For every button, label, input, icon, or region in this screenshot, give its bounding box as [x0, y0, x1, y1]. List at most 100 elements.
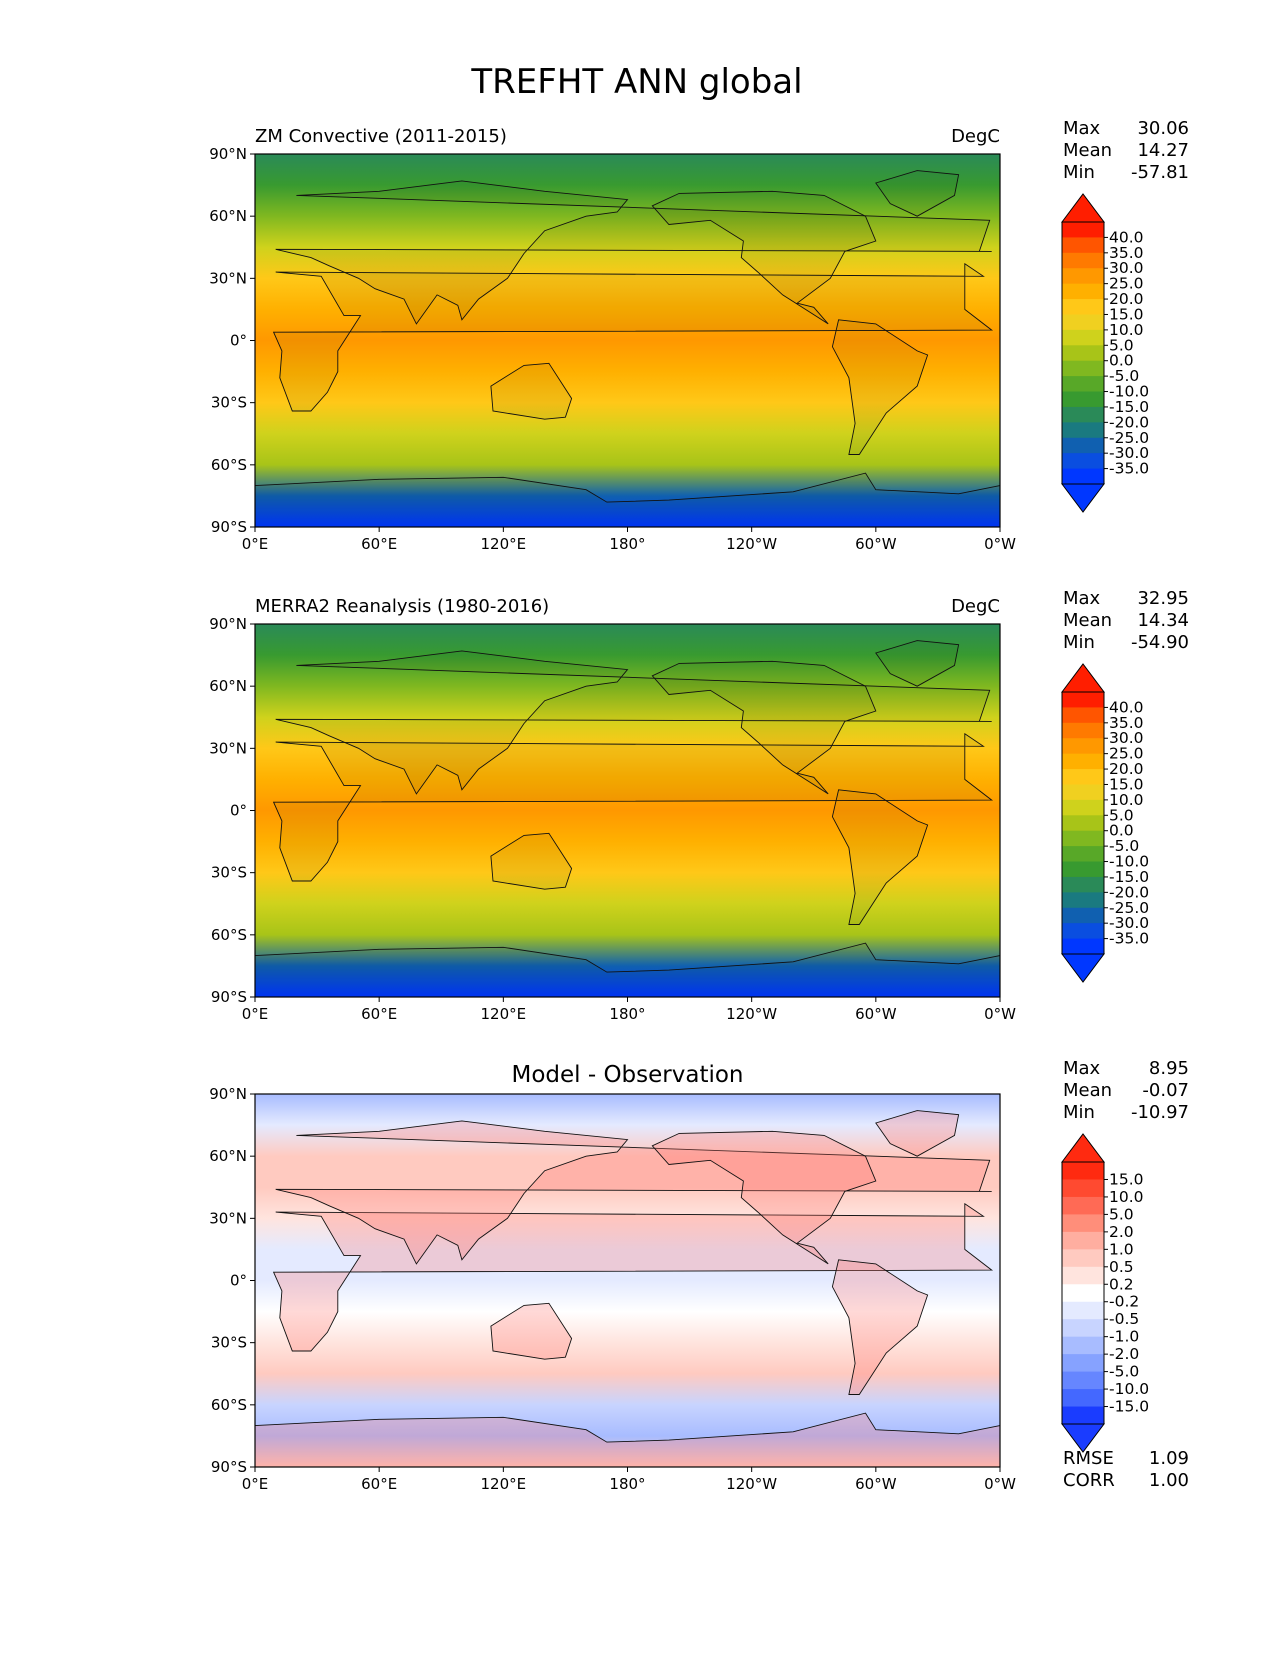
colorbar-label: -35.0	[1109, 460, 1149, 478]
colorbar-label: 40.0	[1109, 698, 1144, 716]
colorbar-cell	[1062, 453, 1104, 470]
colorbar-cell	[1062, 923, 1104, 940]
colorbar-cell	[1062, 329, 1104, 346]
colorbar-cell	[1062, 1301, 1104, 1320]
colorbar-cell	[1062, 1319, 1104, 1338]
colorbar-label: 1.0	[1109, 1240, 1134, 1258]
extra-stat-value: 1.00	[1149, 1470, 1189, 1491]
panel-left-title: ZM Convective (2011-2015)	[255, 126, 507, 147]
stat-value: 14.27	[1137, 140, 1189, 161]
stat-value: -54.90	[1131, 632, 1189, 653]
colorbar-label: 5.0	[1109, 1205, 1134, 1223]
colorbar-cell	[1062, 360, 1104, 377]
coastline-greenland	[875, 1110, 960, 1157]
colorbar-label: -30.0	[1109, 444, 1149, 462]
colorbar: 40.035.030.025.020.015.010.05.00.0-5.0-1…	[1061, 663, 1149, 983]
stat-label: Mean	[1063, 1080, 1112, 1101]
coastline-eurasia	[275, 180, 992, 325]
colorbar-label: 30.0	[1109, 259, 1144, 277]
coastline-north-america	[651, 190, 877, 325]
panel-center-title: Model - Observation	[511, 1062, 743, 1088]
lon-tick-label: 0°W	[984, 1475, 1016, 1493]
colorbar-label: -20.0	[1109, 883, 1149, 901]
colorbar-cell	[1062, 222, 1104, 238]
coastline-south-america	[831, 319, 929, 455]
lat-tick-label: 30°N	[209, 269, 247, 287]
colorbar-cell	[1062, 1266, 1104, 1285]
coastline-south-america	[831, 789, 929, 925]
colorbar-cell	[1062, 1179, 1104, 1198]
colorbar-cell	[1062, 815, 1104, 832]
colorbar-label: 40.0	[1109, 228, 1144, 246]
stat-value: 30.06	[1137, 118, 1189, 139]
stat-label: Min	[1063, 162, 1095, 183]
colorbar-cell	[1062, 376, 1104, 393]
lon-tick-label: 120°E	[481, 1475, 527, 1493]
panel-obs: MERRA2 Reanalysis (1980-2016) DegC 90°N 60°…	[209, 588, 1189, 1023]
coastline-south-america	[831, 1259, 929, 1395]
colorbar-cell	[1062, 1196, 1104, 1215]
colorbar-label: 35.0	[1109, 244, 1144, 262]
colorbar-cell	[1062, 406, 1104, 423]
lat-tick-label: 90°N	[209, 615, 247, 633]
colorbar-label: 2.0	[1109, 1223, 1134, 1241]
panel-units: DegC	[951, 596, 1000, 617]
lat-tick-label: 60°S	[211, 456, 247, 474]
colorbar-label: 0.0	[1109, 352, 1134, 370]
stat-value: 32.95	[1137, 588, 1189, 609]
coastline-africa	[272, 262, 994, 412]
colorbar-cell	[1062, 707, 1104, 724]
lat-tick-label: 60°S	[211, 1396, 247, 1414]
coastline-north-america	[651, 1130, 877, 1265]
lat-tick-label: 30°S	[211, 1334, 247, 1352]
lon-tick-label: 120°W	[726, 535, 777, 553]
lat-tick-label: 60°N	[209, 677, 247, 695]
colorbar-label: 15.0	[1109, 775, 1144, 793]
stat-value: -10.97	[1131, 1102, 1189, 1123]
colorbar-cell	[1062, 907, 1104, 924]
colorbar-label: -10.0	[1109, 383, 1149, 401]
stat-label: Max	[1063, 118, 1101, 139]
colorbar-label: -20.0	[1109, 413, 1149, 431]
stat-label: Max	[1063, 1058, 1101, 1079]
colorbar-label: 10.0	[1109, 321, 1144, 339]
stat-value: -57.81	[1131, 162, 1189, 183]
stat-value: 8.95	[1149, 1058, 1189, 1079]
colorbar-cell	[1062, 268, 1104, 285]
stat-label: Mean	[1063, 610, 1112, 631]
colorbar-label: -25.0	[1109, 899, 1149, 917]
colorbar-extend-min	[1061, 953, 1105, 983]
lon-tick-label: 60°W	[855, 1475, 897, 1493]
colorbar-extend-min	[1061, 483, 1105, 513]
lat-tick-label: 90°S	[211, 518, 247, 536]
colorbar-label: -5.0	[1109, 1363, 1139, 1381]
coastline-north-america	[651, 660, 877, 795]
colorbar-extend-max	[1061, 1133, 1105, 1163]
colorbar-extend-max	[1061, 193, 1105, 223]
lat-tick-label: 60°N	[209, 207, 247, 225]
lon-tick-label: 60°E	[361, 1005, 397, 1023]
figure-title: TREFHT ANN global	[470, 62, 802, 102]
colorbar-label: -10.0	[1109, 1380, 1149, 1398]
lat-tick-label: 30°S	[211, 864, 247, 882]
panel-diff: Model - Observation 90°N 60°N 30°N 0° 30°S 60°…	[209, 1058, 1189, 1493]
colorbar-cell	[1062, 799, 1104, 816]
coastline-australia	[490, 832, 573, 890]
colorbar-cell	[1062, 283, 1104, 300]
colorbar-cell	[1062, 830, 1104, 847]
coastline-eurasia	[275, 650, 992, 795]
colorbar-label: 0.5	[1109, 1258, 1134, 1276]
lat-tick-label: 90°S	[211, 1458, 247, 1476]
lat-tick-label: 30°S	[211, 394, 247, 412]
colorbar-cell	[1062, 861, 1104, 878]
colorbar-cell	[1062, 1214, 1104, 1233]
colorbar-cell	[1062, 938, 1104, 955]
colorbar-cell	[1062, 846, 1104, 863]
colorbar-label: -5.0	[1109, 367, 1139, 385]
lat-tick-label: 60°S	[211, 926, 247, 944]
stat-value: -0.07	[1142, 1080, 1189, 1101]
colorbar: 40.035.030.025.020.015.010.05.00.0-5.0-1…	[1061, 193, 1149, 513]
colorbar-cell	[1062, 738, 1104, 755]
coastline-africa	[272, 1202, 994, 1352]
colorbar-cell	[1062, 345, 1104, 362]
